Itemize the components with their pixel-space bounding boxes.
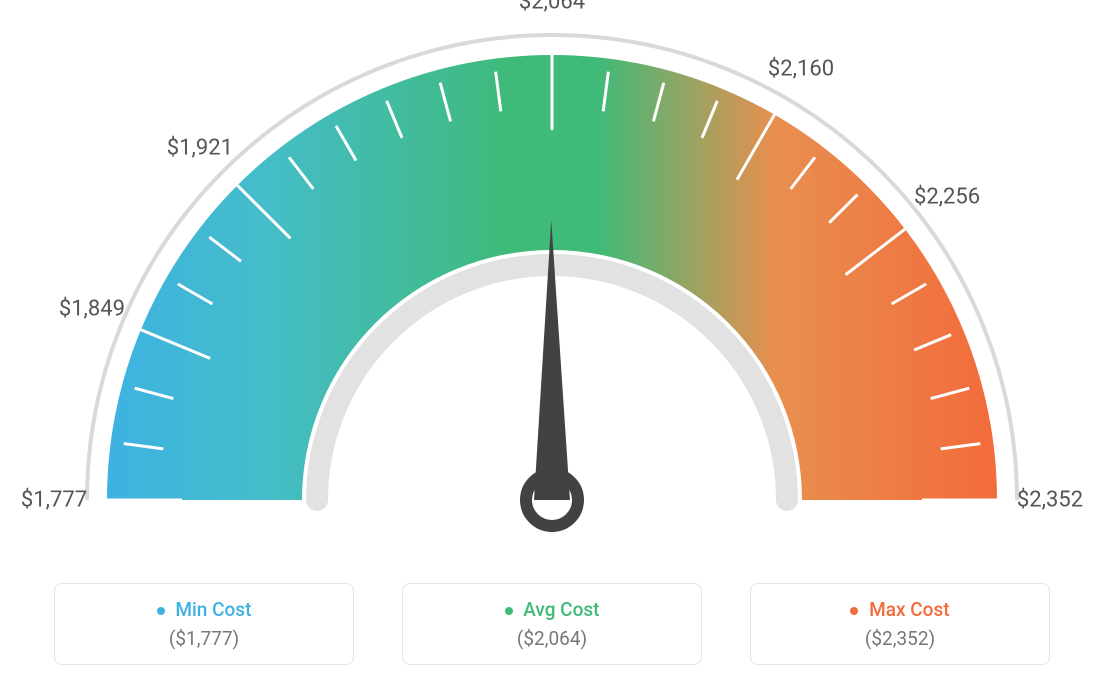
legend-value-min: ($1,777) xyxy=(75,627,333,650)
gauge-tick-label: $1,921 xyxy=(167,135,233,160)
legend-value-avg: ($2,064) xyxy=(423,627,681,650)
gauge-tick-label: $1,777 xyxy=(21,488,87,513)
gauge-area: $1,777 $1,849 $1,921 $2,064 $2,160 $2,256 $2,3… xyxy=(0,0,1104,570)
bullet-icon xyxy=(505,607,513,615)
legend-title-text: Max Cost xyxy=(869,598,949,621)
gauge-tick-label: $2,160 xyxy=(768,56,834,81)
legend-card-avg: Avg Cost ($2,064) xyxy=(402,583,702,665)
gauge-svg xyxy=(0,0,1104,570)
gauge-chart-container: $1,777 $1,849 $1,921 $2,064 $2,160 $2,256 $2,3… xyxy=(0,0,1104,690)
legend-title-max: Max Cost xyxy=(771,598,1029,621)
gauge-tick-label: $2,064 xyxy=(519,0,585,15)
gauge-tick-label: $2,256 xyxy=(914,184,980,209)
legend-title-min: Min Cost xyxy=(75,598,333,621)
legend-title-avg: Avg Cost xyxy=(423,598,681,621)
legend-title-text: Avg Cost xyxy=(523,598,599,621)
legend-row: Min Cost ($1,777) Avg Cost ($2,064) Max … xyxy=(0,583,1104,665)
bullet-icon xyxy=(850,607,858,615)
gauge-tick-label: $2,352 xyxy=(1017,488,1083,513)
legend-title-text: Min Cost xyxy=(175,598,251,621)
legend-card-max: Max Cost ($2,352) xyxy=(750,583,1050,665)
bullet-icon xyxy=(157,607,165,615)
legend-card-min: Min Cost ($1,777) xyxy=(54,583,354,665)
legend-value-max: ($2,352) xyxy=(771,627,1029,650)
gauge-tick-label: $1,849 xyxy=(59,297,125,322)
